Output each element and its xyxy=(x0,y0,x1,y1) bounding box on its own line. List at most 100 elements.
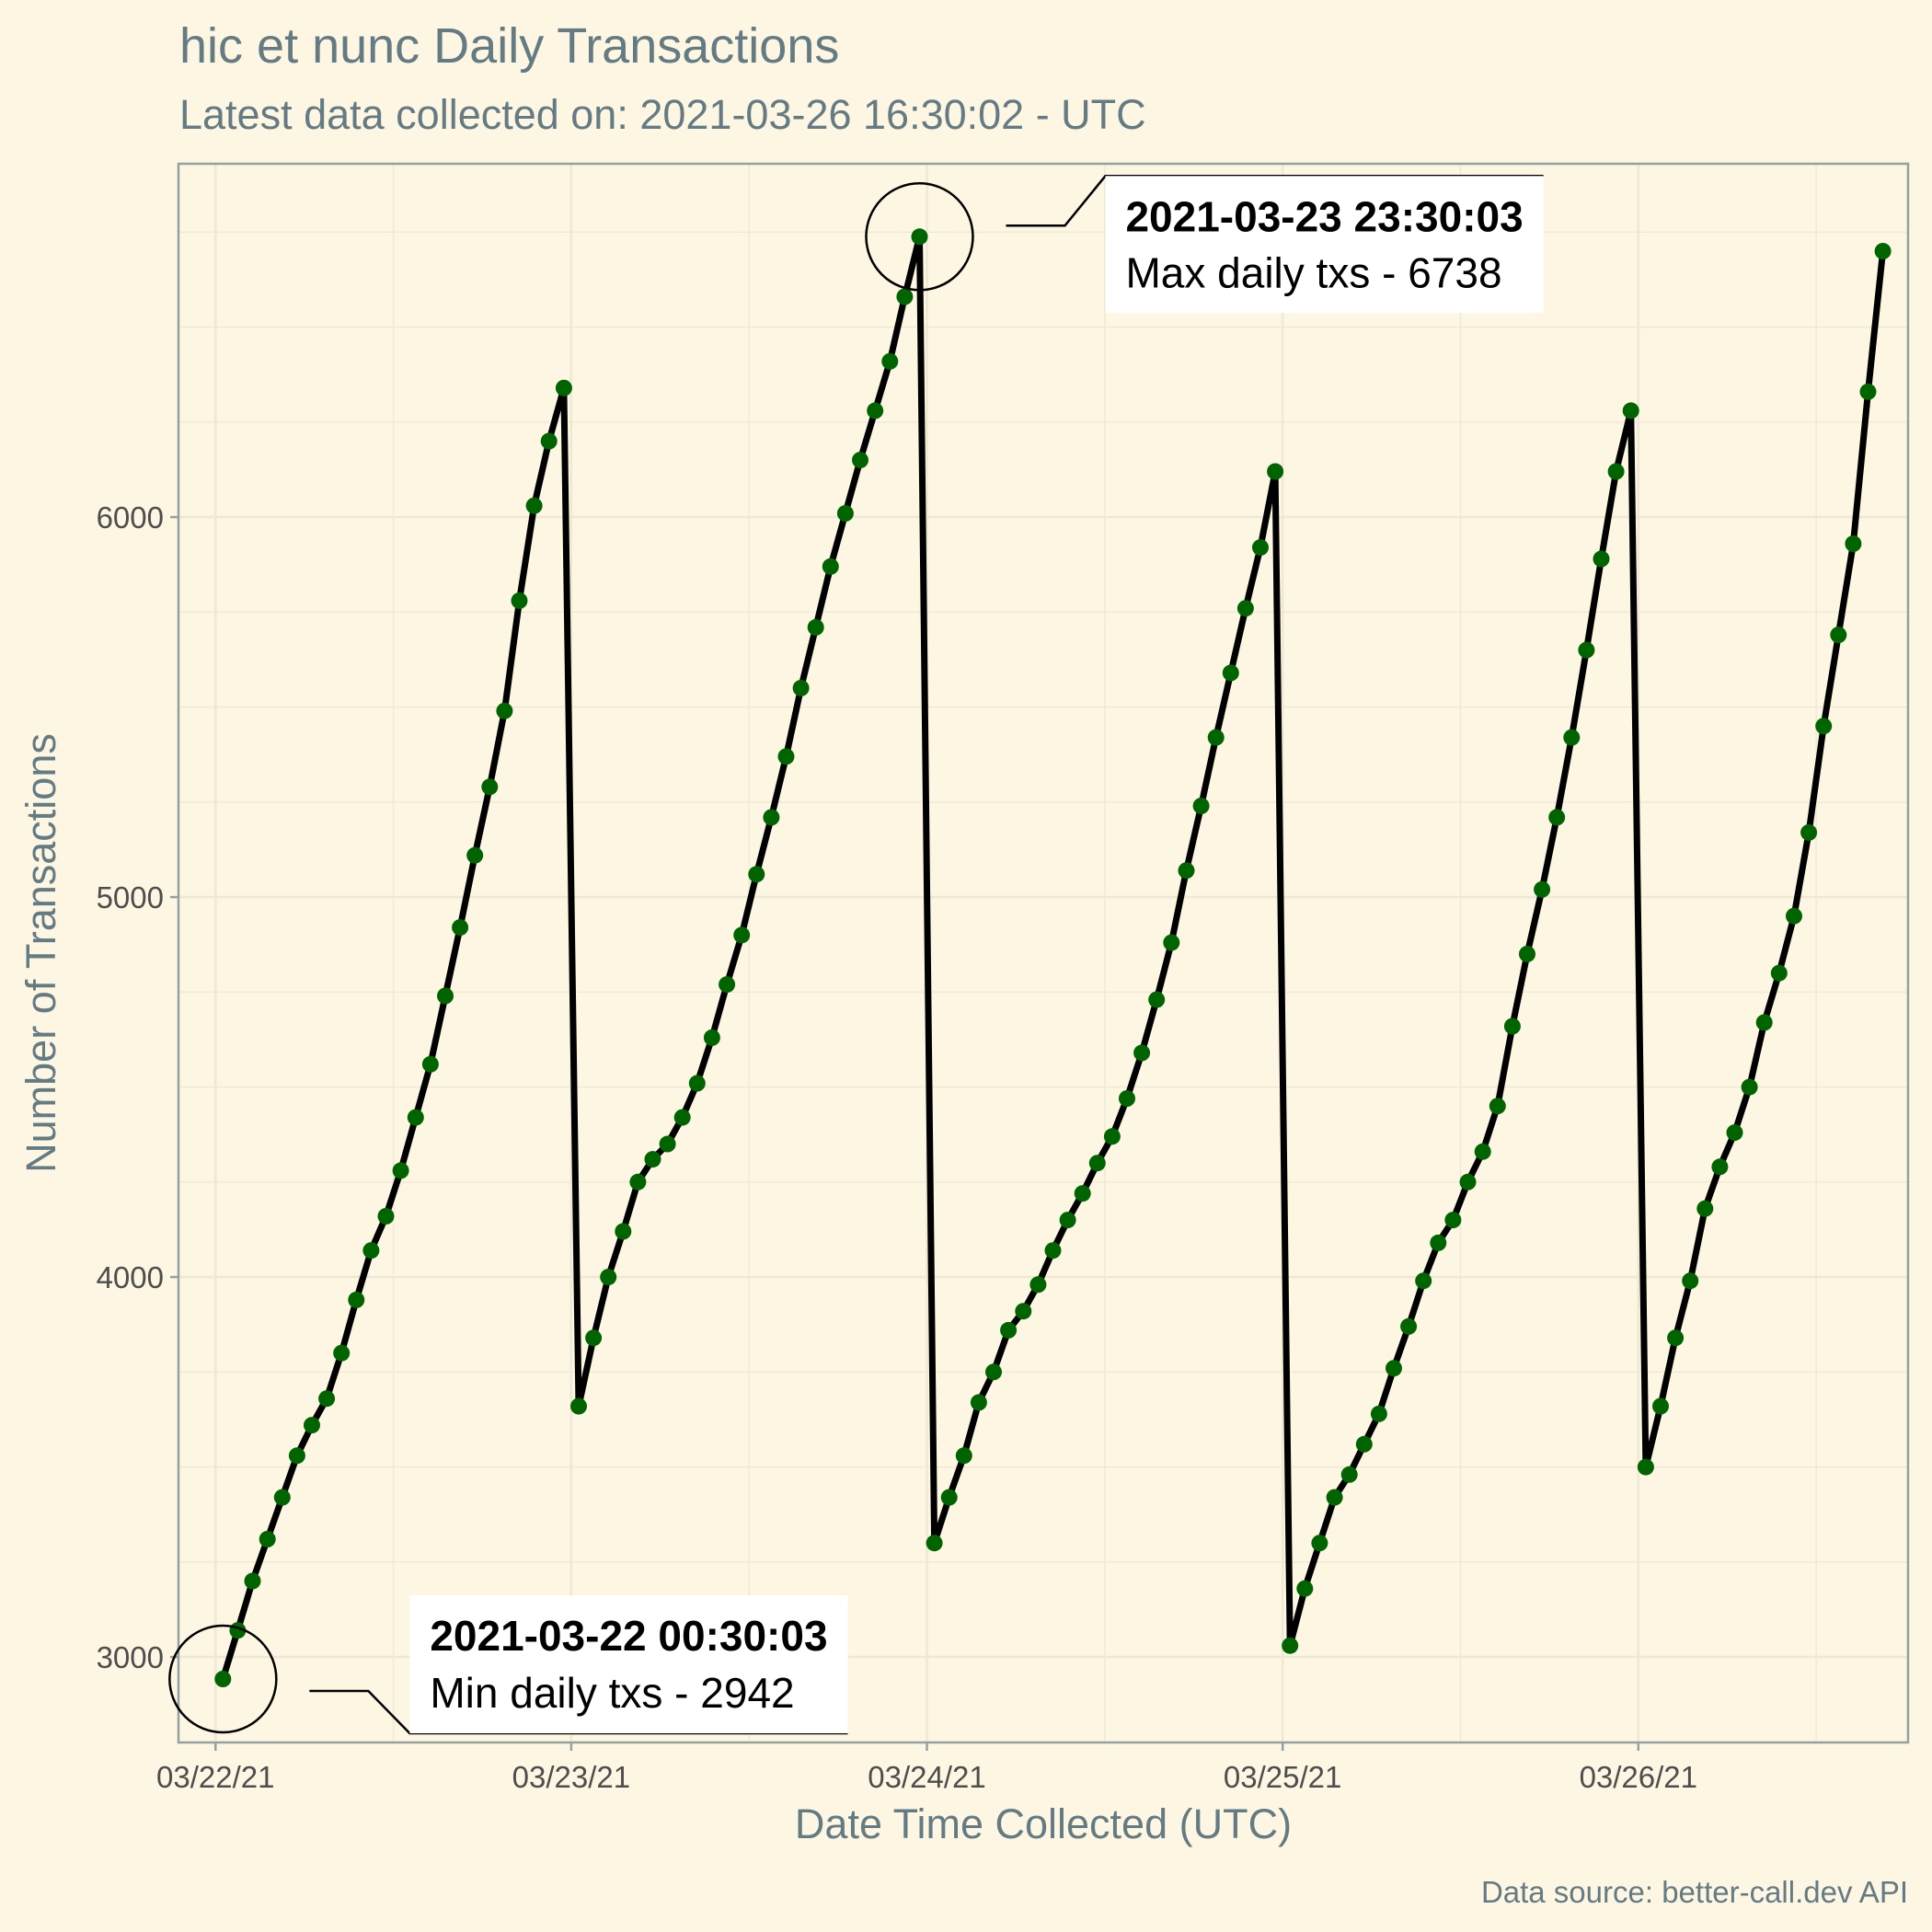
data-point xyxy=(214,1671,232,1687)
data-point xyxy=(421,1055,439,1073)
data-point xyxy=(1029,1276,1047,1294)
x-tick-label: 03/26/21 xyxy=(1580,1760,1697,1794)
data-point xyxy=(940,1489,958,1506)
min-annotation-box xyxy=(409,1595,848,1734)
data-point xyxy=(763,809,780,826)
data-point xyxy=(437,987,454,1005)
data-point xyxy=(1222,664,1239,682)
data-point xyxy=(1563,729,1581,746)
data-point xyxy=(600,1269,617,1286)
data-point xyxy=(926,1535,943,1552)
data-point xyxy=(615,1223,632,1240)
data-point xyxy=(1519,946,1535,962)
max-annotation-title: 2021-03-23 23:30:03 xyxy=(1125,192,1523,240)
data-point xyxy=(985,1363,1002,1381)
data-point xyxy=(955,1447,972,1465)
plot-panel-border xyxy=(177,162,1910,1744)
data-point xyxy=(970,1394,987,1411)
y-tick-label: 6000 xyxy=(97,500,164,535)
data-point xyxy=(540,432,558,450)
chart-subtitle: Latest data collected on: 2021-03-26 16:… xyxy=(179,91,1146,138)
data-point xyxy=(792,679,810,696)
data-point xyxy=(1370,1405,1387,1422)
data-point xyxy=(1770,964,1788,982)
max-annotation-box xyxy=(1105,176,1544,314)
data-point xyxy=(1786,907,1802,925)
data-point xyxy=(836,505,854,522)
data-point xyxy=(1000,1321,1018,1339)
data-point xyxy=(822,558,839,575)
data-point xyxy=(1800,823,1818,841)
data-point xyxy=(273,1489,291,1506)
y-tick-label: 5000 xyxy=(97,880,164,914)
data-point xyxy=(1252,539,1269,557)
data-point xyxy=(1400,1317,1418,1335)
data-point xyxy=(644,1151,661,1168)
data-point xyxy=(1578,641,1595,659)
min-annotation-label: Min daily txs - 2942 xyxy=(430,1669,794,1717)
x-tick-label: 03/22/21 xyxy=(156,1760,274,1794)
data-point xyxy=(1459,1173,1477,1190)
min-annotation-title: 2021-03-22 00:30:03 xyxy=(430,1612,827,1660)
data-point xyxy=(1088,1155,1106,1172)
max-annotation-circle xyxy=(865,182,974,292)
data-point xyxy=(1874,243,1892,259)
data-point xyxy=(496,702,513,719)
data-point xyxy=(1059,1212,1076,1229)
data-point xyxy=(1236,600,1254,617)
data-point xyxy=(733,926,751,944)
data-point xyxy=(1726,1124,1743,1142)
data-point xyxy=(1696,1200,1714,1217)
data-point xyxy=(1474,1143,1491,1160)
data-point xyxy=(1326,1489,1343,1506)
data-point xyxy=(1622,402,1639,420)
points-layer xyxy=(214,228,1892,1687)
data-point xyxy=(1711,1158,1729,1176)
data-point xyxy=(318,1390,336,1408)
data-point xyxy=(1415,1272,1432,1290)
data-point xyxy=(244,1572,261,1590)
data-point xyxy=(288,1447,305,1465)
data-point xyxy=(807,618,824,636)
data-point xyxy=(1044,1242,1062,1259)
data-point xyxy=(452,919,469,937)
y-tick-label: 3000 xyxy=(97,1640,164,1674)
data-point xyxy=(1430,1234,1447,1251)
data-point xyxy=(688,1075,706,1092)
data-point xyxy=(1503,1018,1521,1035)
data-point xyxy=(719,976,736,994)
data-point xyxy=(1682,1272,1699,1290)
data-point xyxy=(1593,550,1610,568)
data-point xyxy=(348,1291,365,1308)
data-point xyxy=(748,866,765,883)
data-point xyxy=(1296,1580,1314,1597)
data-point xyxy=(333,1344,351,1362)
min-annotation-circle xyxy=(168,1624,278,1734)
data-point xyxy=(911,228,928,246)
data-point xyxy=(362,1242,380,1259)
x-tick-label: 03/23/21 xyxy=(512,1760,630,1794)
data-point xyxy=(659,1135,676,1153)
data-point xyxy=(1607,463,1625,480)
y-axis-title: Number of Transactions xyxy=(17,733,64,1173)
data-point xyxy=(407,1109,424,1126)
data-point xyxy=(1103,1128,1121,1145)
data-point xyxy=(1267,463,1284,480)
data-point xyxy=(392,1162,409,1179)
data-point xyxy=(881,352,899,370)
data-point xyxy=(1178,862,1195,880)
data-point xyxy=(1534,880,1551,898)
data-point xyxy=(703,1029,720,1046)
data-point xyxy=(1386,1360,1402,1377)
data-point xyxy=(1148,991,1166,1008)
data-point xyxy=(1355,1435,1373,1453)
data-point xyxy=(1282,1637,1299,1654)
data-point xyxy=(1133,1044,1151,1062)
y-axis-ticks: 3000 4000 5000 6000 xyxy=(97,500,178,1674)
data-point xyxy=(555,379,572,397)
data-point xyxy=(673,1109,691,1126)
data-point xyxy=(585,1329,603,1347)
data-point xyxy=(867,402,884,420)
